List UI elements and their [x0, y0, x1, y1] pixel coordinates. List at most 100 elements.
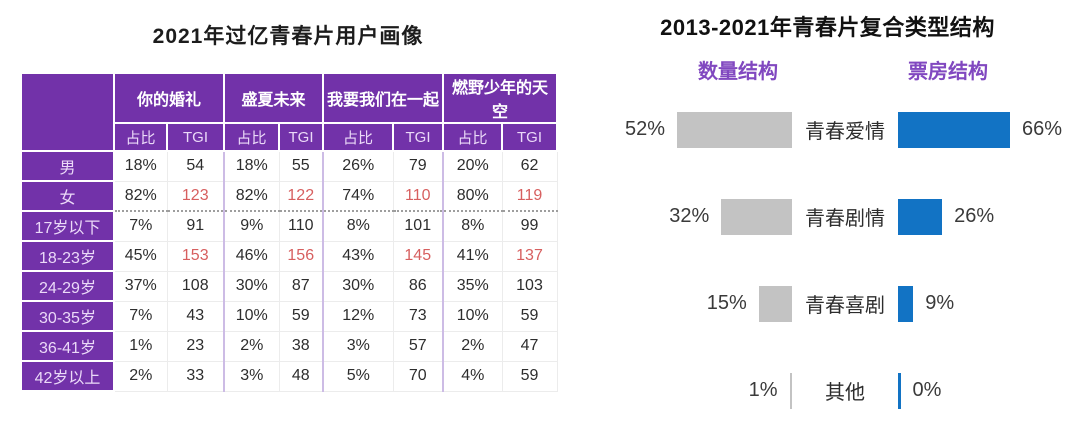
tgi-cell: 103	[501, 270, 558, 302]
category-label: 其他	[825, 382, 865, 404]
user-portrait-panel: 2021年过亿青春片用户画像 你的婚礼 盛夏未来 我要我们在一起 燃野少年的天空…	[20, 25, 558, 392]
tgi-cell: 87	[278, 270, 324, 302]
genre-structure-panel: 2013-2021年青春片复合类型结构 数量结构 票房结构 52% 青春爱情 66%…	[575, 0, 1080, 427]
right-panel-title: 2013-2021年青春片复合类型结构	[660, 15, 995, 40]
share-cell: 10%	[442, 300, 503, 332]
chart-row: 15% 青春喜剧 9%	[600, 260, 1080, 347]
share-cell: 2%	[442, 330, 503, 362]
quantity-zone: 1%	[600, 372, 792, 409]
tgi-cell: 91	[166, 210, 225, 242]
boxoffice-value: 9%	[925, 292, 955, 314]
table-row: 36-41岁 1% 23 2% 38 3% 57 2% 47	[20, 330, 558, 362]
boxoffice-value: 0%	[912, 379, 942, 401]
series-headers: 数量结构 票房结构	[600, 55, 1080, 84]
share-subheader: 占比	[223, 122, 280, 152]
share-subheader: 占比	[442, 122, 503, 152]
row-label: 17岁以下	[20, 210, 115, 242]
movie-column-header: 我要我们在一起	[322, 72, 444, 124]
tgi-subheader: TGI	[392, 122, 444, 152]
quantity-bar	[758, 285, 792, 322]
row-label: 男	[20, 150, 115, 182]
row-label: 42岁以上	[20, 360, 115, 392]
quantity-bar	[789, 372, 792, 409]
share-cell: 26%	[322, 150, 394, 182]
tgi-cell: 55	[278, 150, 324, 182]
share-cell: 3%	[223, 360, 280, 392]
tgi-subheader: TGI	[501, 122, 558, 152]
share-cell: 3%	[322, 330, 394, 362]
tgi-cell: 156	[278, 240, 324, 272]
tgi-cell: 70	[392, 360, 444, 392]
tgi-cell: 47	[501, 330, 558, 362]
category-label: 青春喜剧	[805, 295, 885, 317]
tgi-cell: 38	[278, 330, 324, 362]
share-cell: 18%	[223, 150, 280, 182]
share-cell: 41%	[442, 240, 503, 272]
row-label: 30-35岁	[20, 300, 115, 332]
boxoffice-bar	[898, 285, 914, 322]
share-cell: 5%	[322, 360, 394, 392]
tgi-cell: 110	[392, 180, 444, 212]
share-cell: 82%	[223, 180, 280, 212]
table-row: 18-23岁 45% 153 46% 156 43% 145 41% 137	[20, 240, 558, 272]
table-body: 男 18% 54 18% 55 26% 79 20% 62 女 82% 123 82% 122 74% 110…	[20, 150, 558, 392]
tgi-cell: 43	[166, 300, 225, 332]
table-row: 男 18% 54 18% 55 26% 79 20% 62	[20, 150, 558, 182]
tgi-cell: 59	[501, 300, 558, 332]
tgi-cell: 86	[392, 270, 444, 302]
share-cell: 82%	[113, 180, 168, 212]
tgi-cell: 62	[501, 150, 558, 182]
tgi-cell: 57	[392, 330, 444, 362]
share-cell: 9%	[223, 210, 280, 242]
tgi-subheader: TGI	[166, 122, 225, 152]
quantity-zone: 15%	[600, 285, 792, 322]
corner-cell	[20, 72, 115, 152]
share-cell: 45%	[113, 240, 168, 272]
share-cell: 30%	[223, 270, 280, 302]
boxoffice-zone: 66%	[898, 111, 1080, 148]
share-cell: 20%	[442, 150, 503, 182]
tgi-cell: 59	[278, 300, 324, 332]
tgi-subheader: TGI	[278, 122, 324, 152]
table-row: 17岁以下 7% 91 9% 110 8% 101 8% 99	[20, 210, 558, 242]
share-cell: 18%	[113, 150, 168, 182]
tgi-cell: 108	[166, 270, 225, 302]
share-cell: 12%	[322, 300, 394, 332]
tgi-cell: 33	[166, 360, 225, 392]
chart-row: 52% 青春爱情 66%	[600, 86, 1080, 173]
share-cell: 4%	[442, 360, 503, 392]
share-subheader: 占比	[113, 122, 168, 152]
share-cell: 74%	[322, 180, 394, 212]
tgi-cell: 54	[166, 150, 225, 182]
share-cell: 46%	[223, 240, 280, 272]
boxoffice-bar	[898, 111, 1010, 148]
category-label: 青春爱情	[805, 121, 885, 143]
share-cell: 7%	[113, 300, 168, 332]
movie-column-header: 你的婚礼	[113, 72, 225, 124]
quantity-bar	[721, 198, 792, 235]
row-label: 24-29岁	[20, 270, 115, 302]
share-cell: 8%	[322, 210, 394, 242]
tgi-cell: 23	[166, 330, 225, 362]
tgi-cell: 99	[501, 210, 558, 242]
tgi-cell: 79	[392, 150, 444, 182]
series-header-spacer	[792, 55, 898, 84]
chart-row: 1% 其他 0%	[600, 347, 1080, 434]
user-portrait-table: 你的婚礼 盛夏未来 我要我们在一起 燃野少年的天空 占比 TGI 占比 TGI …	[20, 72, 558, 392]
share-cell: 2%	[113, 360, 168, 392]
share-cell: 2%	[223, 330, 280, 362]
series-header-quantity: 数量结构	[698, 61, 778, 83]
share-cell: 35%	[442, 270, 503, 302]
boxoffice-value: 26%	[954, 205, 995, 227]
tgi-cell: 153	[166, 240, 225, 272]
quantity-bar	[677, 111, 792, 148]
table-row: 42岁以上 2% 33 3% 48 5% 70 4% 59	[20, 360, 558, 392]
share-cell: 80%	[442, 180, 503, 212]
table-header: 你的婚礼 盛夏未来 我要我们在一起 燃野少年的天空 占比 TGI 占比 TGI …	[20, 72, 558, 152]
boxoffice-zone: 9%	[898, 285, 1080, 322]
boxoffice-zone: 26%	[898, 198, 1080, 235]
quantity-zone: 52%	[600, 111, 792, 148]
category-label: 青春剧情	[805, 208, 885, 230]
row-label: 女	[20, 180, 115, 212]
